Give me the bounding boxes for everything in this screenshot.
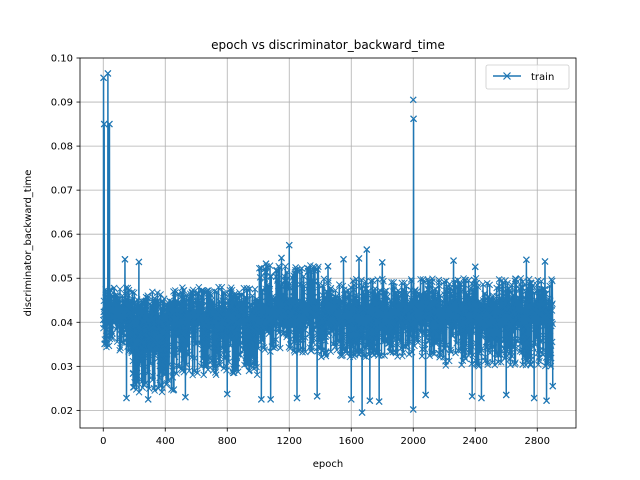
data-point [324,262,332,270]
data-point [541,258,549,265]
y-tick-label: 0.10 [51,54,73,65]
data-point [347,395,355,403]
data-point [450,257,457,265]
data-point [123,394,130,402]
x-tick-label: 2000 [401,436,426,447]
data-point [340,255,347,263]
legend-label-train: train [531,72,554,83]
data-point [106,120,113,128]
y-tick-label: 0.04 [51,318,73,329]
data-point [549,382,557,390]
y-axis: 0.02 0.03 0.04 0.05 0.06 0.07 0.08 0.09 0.10 [51,54,80,417]
data-point [121,255,129,263]
data-point [358,409,366,417]
data-point [278,254,285,262]
data-point [375,398,383,405]
y-tick-label: 0.03 [51,362,73,373]
chart-title: epoch vs discriminator_backward_time [211,38,445,52]
data-point [478,394,485,402]
data-point [366,397,374,405]
data-point [267,395,275,403]
data-point [144,395,152,403]
x-tick-label: 800 [218,436,237,447]
data-point [468,392,476,400]
data-point [223,390,231,398]
y-tick-label: 0.08 [51,142,73,153]
x-axis: 0 400 800 1200 1600 2000 2400 2800 [100,428,550,447]
data-point [543,397,550,405]
data-point [262,260,270,268]
data-point [104,69,112,77]
y-tick-label: 0.05 [51,274,73,285]
data-point [502,391,510,399]
plot-frame [79,57,577,429]
data-point [293,394,301,402]
x-tick-label: 0 [100,436,106,447]
data-point [530,394,538,402]
legend-marker-x-icon [503,72,511,80]
data-point [409,96,417,104]
data-point [422,391,430,399]
y-axis-label: discriminator_backward_time [23,170,34,317]
y-tick-label: 0.06 [51,230,73,241]
data-point [471,263,479,271]
x-axis-label: epoch [313,459,343,470]
data-point [522,256,530,264]
data-point [355,254,363,262]
y-tick-label: 0.02 [51,406,73,417]
x-tick-label: 400 [156,436,175,447]
data-point [409,406,417,413]
data-point [100,120,108,128]
series-train [99,69,557,417]
data-point [181,393,189,401]
legend: train [485,64,570,90]
y-tick-label: 0.09 [51,98,73,109]
x-tick-label: 2400 [463,436,488,447]
legend-box [485,64,570,90]
x-tick-label: 1200 [277,436,302,447]
data-point [135,258,143,266]
x-tick-label: 2800 [525,436,550,447]
data-point [363,246,371,254]
series-markers-train [99,70,557,416]
data-point [410,115,417,123]
data-point [257,395,265,403]
x-tick-label: 1600 [339,436,364,447]
data-point [313,392,321,400]
y-tick-label: 0.07 [51,186,73,197]
data-point [378,258,386,266]
data-point [285,241,293,249]
